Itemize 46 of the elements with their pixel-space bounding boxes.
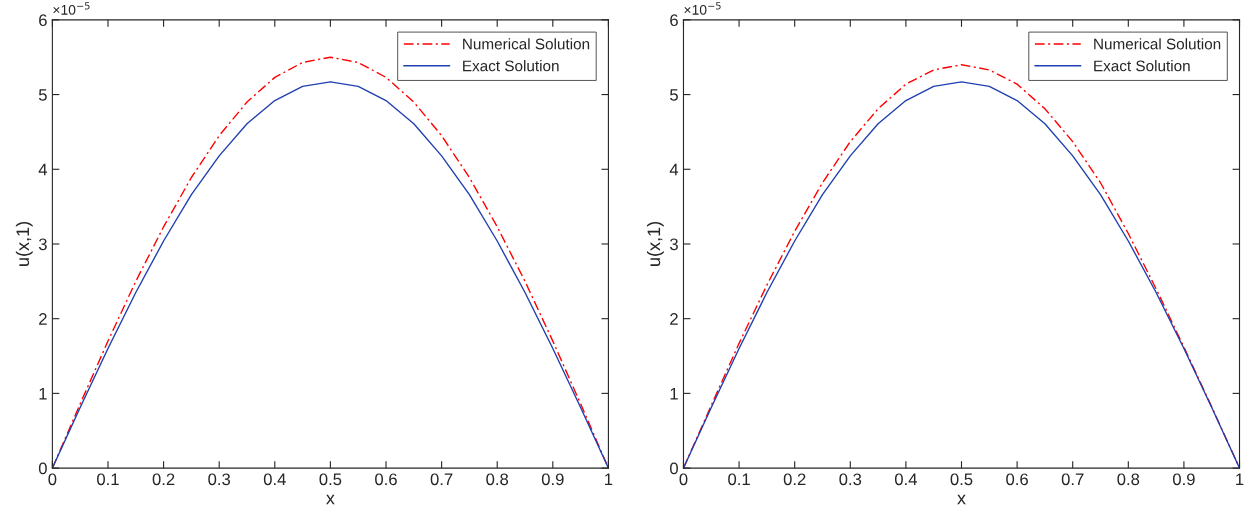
x-tick-label: 0.3 [208, 473, 231, 486]
legend-label: Exact Solution [463, 60, 559, 72]
y-tick-label: 0 [38, 462, 47, 475]
text: ×10$^{−5}$ [684, 2, 721, 15]
x-tick-label: 0.2 [783, 473, 806, 486]
y-tick-label: 2 [670, 313, 678, 325]
x-tick-label: 0 [679, 473, 688, 486]
x-tick-label: 0.1 [728, 473, 750, 486]
x-tick-label: 0.8 [1117, 473, 1140, 486]
x-tick-label: 0.5 [319, 473, 342, 486]
x-tick-label: 0.5 [950, 473, 973, 486]
y-tick-label: 2 [39, 313, 47, 325]
x-tick-label: 0.9 [1172, 473, 1195, 486]
x-tick-label: 0.4 [894, 473, 917, 486]
y-tick-label: 4 [38, 163, 48, 176]
y-tick-label: 4 [669, 163, 679, 176]
x-tick-label: 0.1 [97, 473, 119, 486]
x-tick-label: 1 [1236, 473, 1244, 486]
x-tick-label: 0.7 [430, 473, 453, 486]
y-tick-label: 6 [670, 14, 678, 27]
x-tick-label: 0.7 [1061, 473, 1084, 486]
x-tick-label: 0.4 [263, 473, 286, 486]
y-tick-label: 6 [39, 14, 47, 27]
y-axis-title: u(x,1) [15, 222, 33, 266]
y-tick-label: 3 [38, 238, 47, 251]
legend-label: Numerical Solution [463, 38, 590, 50]
legend-label: Numerical Solution [1094, 38, 1221, 50]
x-tick-label: 0.2 [152, 473, 175, 486]
x-tick-label: 0.8 [486, 473, 509, 486]
x-tick-label: 0.6 [1006, 473, 1028, 486]
y-tick-label: 1 [39, 387, 47, 400]
y-axis-title: u(x,1) [646, 222, 664, 266]
x-axis-title: x [957, 494, 966, 505]
y-tick-label: 1 [670, 387, 678, 400]
x-tick-label: 0.6 [375, 473, 397, 486]
y-tick-label: 5 [38, 89, 47, 101]
x-tick-label: 1 [605, 473, 613, 486]
y-tick-label: 0 [670, 462, 678, 475]
x-tick-label: 0.9 [541, 473, 564, 486]
y-tick-label: 5 [670, 89, 678, 101]
x-tick-label: 0 [48, 473, 57, 486]
text: ×10$^{−5}$ [53, 2, 90, 15]
y-tick-label: 3 [669, 238, 678, 251]
x-tick-label: 0.3 [839, 473, 862, 486]
x-axis-title: x [326, 494, 335, 505]
legend-label: Exact Solution [1094, 60, 1190, 72]
